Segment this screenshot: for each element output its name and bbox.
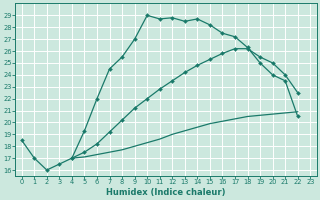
X-axis label: Humidex (Indice chaleur): Humidex (Indice chaleur)	[106, 188, 226, 197]
